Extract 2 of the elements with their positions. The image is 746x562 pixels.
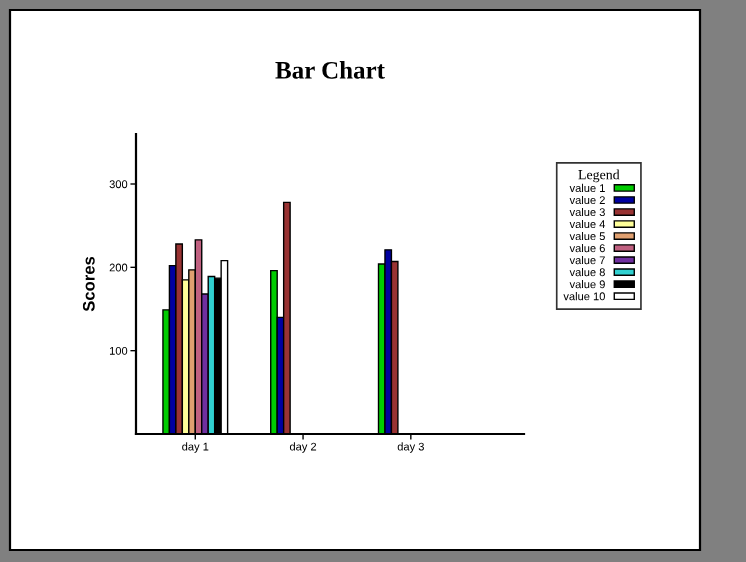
y-axis-title: Scores [82,256,95,312]
chart-title: Bar Chart [275,61,385,79]
